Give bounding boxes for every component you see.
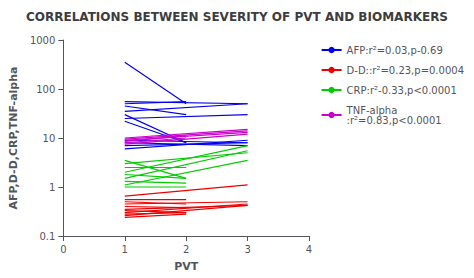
svg-text:1: 1 xyxy=(122,244,128,255)
svg-text:1: 1 xyxy=(49,182,55,193)
svg-text:4: 4 xyxy=(306,244,312,255)
svg-text::r²=0.83,p<0.0001: :r²=0.83,p<0.0001 xyxy=(347,115,442,126)
svg-text:0: 0 xyxy=(60,244,66,255)
svg-text:CRP:r²-0.33,p<0.0001: CRP:r²-0.33,p<0.0001 xyxy=(347,85,457,96)
svg-text:AFP:r²=0.03,p-0.69: AFP:r²=0.03,p-0.69 xyxy=(347,45,443,56)
svg-text:1000: 1000 xyxy=(30,35,55,46)
svg-text:3: 3 xyxy=(244,244,250,255)
svg-text:AFP,D-D,CRP,TNF-alpha: AFP,D-D,CRP,TNF-alpha xyxy=(7,67,20,210)
svg-text:CORRELATIONS BETWEEN SEVERITY: CORRELATIONS BETWEEN SEVERITY OF PVT AND… xyxy=(26,10,448,24)
svg-text:2: 2 xyxy=(183,244,189,255)
svg-text:100: 100 xyxy=(36,84,55,95)
svg-text:0.1: 0.1 xyxy=(39,231,55,242)
svg-text:D-D::r²=0.23,p=0.0004: D-D::r²=0.23,p=0.0004 xyxy=(347,65,464,76)
svg-text:PVT: PVT xyxy=(174,260,199,273)
svg-text:10: 10 xyxy=(43,133,56,144)
svg-text:TNF-alpha: TNF-alpha xyxy=(346,104,398,116)
